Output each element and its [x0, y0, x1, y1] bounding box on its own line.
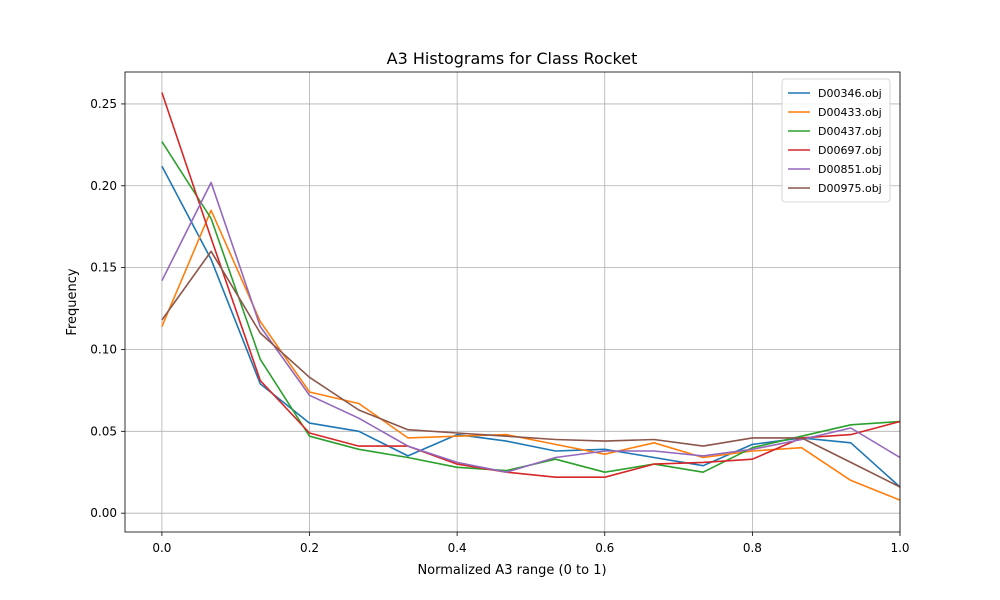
legend-entry-label: D00346.obj: [818, 87, 882, 100]
x-tick-label: 0.8: [743, 541, 762, 555]
series-line-d00851-obj: [161, 181, 901, 474]
legend-entry-label: D00697.obj: [818, 144, 882, 157]
y-tick-label: 0.20: [90, 179, 117, 193]
y-tick-label: 0.15: [90, 261, 117, 275]
chart-title: A3 Histograms for Class Rocket: [387, 49, 638, 68]
legend-entry-label: D00437.obj: [818, 125, 882, 138]
x-tick-label: 0.4: [448, 541, 467, 555]
series-line-d00975-obj: [161, 250, 901, 488]
legend-box: [781, 78, 891, 203]
series-line-d00433-obj: [161, 209, 901, 501]
y-axis-label: Frequency: [65, 268, 80, 335]
series-lines: [161, 92, 901, 501]
y-tick-label: 0.25: [90, 97, 117, 111]
y-tick-label: 0.10: [90, 342, 117, 356]
x-tick-label: 0.2: [300, 541, 319, 555]
x-axis-label: Normalized A3 range (0 to 1): [417, 563, 606, 578]
y-tick-label: 0.00: [90, 506, 117, 520]
x-tick-label: 0.0: [152, 541, 171, 555]
plot-frame: [124, 71, 901, 533]
x-axis-ticks: 0.0 0.2 0.4 0.6 0.8 1.0: [152, 532, 910, 555]
x-tick-label: 1.0: [890, 541, 909, 555]
y-tick-label: 0.05: [90, 424, 117, 438]
x-tick-label: 0.6: [595, 541, 614, 555]
legend: D00346.obj D00433.obj D00437.obj D00697.obj…: [781, 78, 891, 203]
legend-entry-label: D00851.obj: [818, 163, 882, 176]
y-axis-ticks: 0.00 0.05 0.10 0.15 0.20 0.25: [90, 97, 125, 520]
legend-entry-label: D00975.obj: [818, 182, 882, 195]
legend-entry-label: D00433.obj: [818, 106, 882, 119]
series-line-d00697-obj: [161, 92, 901, 479]
